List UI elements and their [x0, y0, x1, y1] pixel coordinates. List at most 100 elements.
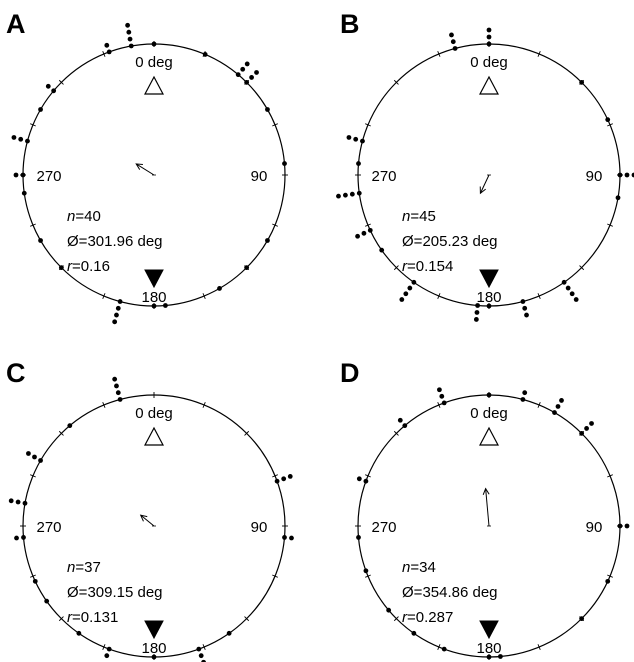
- mean-vector-arrowhead: [135, 163, 143, 170]
- data-point: [114, 312, 119, 318]
- data-point: [474, 310, 480, 315]
- data-point: [112, 319, 118, 325]
- data-point: [441, 646, 447, 652]
- data-point: [289, 535, 294, 541]
- mean-vector-arrow: [135, 163, 155, 176]
- label-180: 180: [476, 640, 501, 657]
- tick-mark: [393, 265, 399, 271]
- data-point: [486, 303, 492, 309]
- data-point: [452, 46, 458, 51]
- data-point: [356, 161, 361, 166]
- data-point: [32, 578, 38, 584]
- stat-n-symbol: n: [67, 208, 75, 225]
- mean-vector-arrowhead: [482, 487, 490, 495]
- data-point: [356, 535, 361, 540]
- label-270: 270: [36, 168, 61, 185]
- data-point: [579, 79, 585, 85]
- stat-r-value: 0.16: [81, 258, 110, 275]
- data-point: [8, 498, 14, 504]
- data-point: [22, 500, 28, 506]
- data-point: [343, 192, 348, 198]
- data-point: [631, 172, 634, 178]
- data-point: [18, 136, 24, 142]
- data-point: [265, 107, 270, 112]
- data-point: [32, 454, 37, 460]
- stat-n-eq: =: [410, 208, 419, 225]
- data-point: [355, 233, 360, 239]
- tick-mark: [102, 402, 106, 408]
- data-point: [202, 52, 208, 57]
- tick-mark: [272, 574, 278, 578]
- data-point: [201, 659, 206, 662]
- data-point: [51, 88, 57, 94]
- data-point: [486, 392, 492, 398]
- stat-n-value: 40: [84, 208, 101, 225]
- stat-mean: Ø=301.96 deg: [67, 233, 163, 250]
- data-point: [21, 190, 27, 196]
- label-0-deg: 0 deg: [135, 54, 173, 71]
- stat-r-symbol: r: [67, 258, 73, 275]
- label-90: 90: [251, 168, 268, 185]
- data-point: [617, 172, 623, 178]
- data-point: [615, 195, 621, 201]
- data-point: [486, 41, 492, 47]
- tick-mark: [272, 123, 278, 127]
- tick-mark: [202, 644, 206, 650]
- data-point: [115, 390, 121, 396]
- data-point: [402, 423, 408, 429]
- tick-mark: [365, 123, 371, 127]
- data-point: [346, 135, 352, 140]
- stat-r-eq: =: [72, 258, 81, 275]
- panel-letter: D: [340, 358, 360, 388]
- data-point: [76, 630, 82, 636]
- label-0-deg: 0 deg: [135, 405, 173, 422]
- data-point: [569, 291, 575, 297]
- tick-mark: [244, 430, 250, 436]
- stat-mean-value: 354.86 deg: [422, 584, 497, 601]
- stat-r-symbol: r: [67, 609, 73, 626]
- data-point: [624, 523, 630, 529]
- data-point: [356, 190, 362, 196]
- stat-mean: Ø=205.23 deg: [402, 233, 498, 250]
- label-270: 270: [371, 519, 396, 536]
- data-point: [45, 83, 51, 89]
- data-point: [163, 303, 168, 308]
- data-point: [473, 317, 479, 322]
- data-point: [561, 279, 567, 285]
- data-point: [573, 297, 579, 302]
- data-point: [114, 383, 119, 389]
- data-point: [361, 230, 367, 236]
- data-point: [353, 136, 359, 142]
- stat-mean-value: 301.96 deg: [87, 233, 162, 250]
- stat-mean-symbol: Ø: [67, 584, 79, 601]
- data-point: [26, 451, 31, 456]
- stat-r-eq: =: [72, 609, 81, 626]
- tick-mark: [393, 79, 399, 85]
- data-point: [249, 75, 254, 80]
- tick-mark: [30, 574, 36, 578]
- stat-mean-value: 309.15 deg: [87, 584, 162, 601]
- stat-n-eq: =: [75, 208, 84, 225]
- data-point: [565, 285, 571, 291]
- tick-mark: [202, 293, 206, 299]
- stat-n: n=45: [402, 208, 436, 225]
- data-point: [450, 39, 456, 45]
- stat-mean-symbol: Ø: [402, 584, 414, 601]
- data-point: [254, 70, 259, 75]
- data-point: [128, 43, 134, 49]
- label-270: 270: [371, 168, 396, 185]
- stat-r-symbol: r: [402, 258, 408, 275]
- data-point: [226, 630, 232, 636]
- tick-mark: [58, 430, 64, 436]
- stat-n-value: 37: [84, 559, 101, 576]
- label-90: 90: [251, 519, 268, 536]
- data-point: [524, 312, 529, 318]
- stat-n-symbol: n: [67, 559, 75, 576]
- tick-mark: [537, 402, 541, 408]
- data-point: [486, 27, 492, 33]
- data-point: [15, 499, 21, 505]
- data-point: [287, 474, 293, 479]
- data-point: [520, 397, 526, 402]
